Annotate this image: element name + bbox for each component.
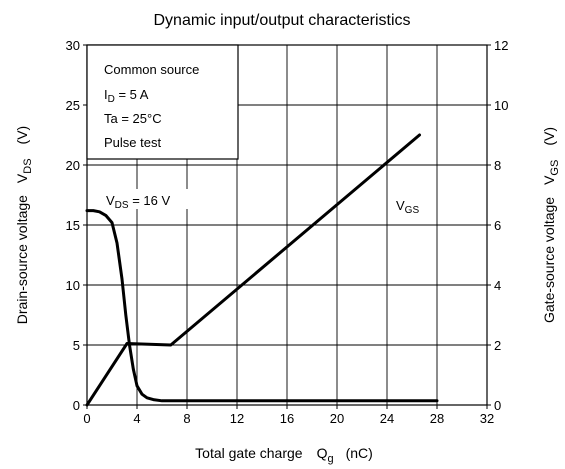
y-left-tick-label: 30 <box>66 38 80 53</box>
series-line-ds <box>85 209 439 403</box>
x-tick-label: 24 <box>380 411 394 426</box>
x-tick-label: 28 <box>430 411 444 426</box>
x-axis-label: Total gate charge Qg (nC) <box>195 445 373 465</box>
y-right-tick-label: 0 <box>494 398 501 413</box>
y-right-axis-label: Gate-source voltageVGS(V) <box>541 127 561 323</box>
y-right-tick-label: 6 <box>494 218 501 233</box>
series-label-vgs: VGS <box>396 198 419 216</box>
x-tick-label: 0 <box>83 411 90 426</box>
y-left-axis-label: Drain-source voltageVDS(V) <box>14 126 34 324</box>
y-right-tick-label: 12 <box>494 38 508 53</box>
condition-temperature: Ta = 25°C <box>104 111 162 126</box>
y-left-tick-label: 5 <box>73 338 80 353</box>
x-tick-label: 16 <box>280 411 294 426</box>
y-left-tick-label: 20 <box>66 158 80 173</box>
y-right-tick-label: 2 <box>494 338 501 353</box>
condition-drain-current: ID = 5 A <box>104 87 149 105</box>
y-left-axis-ticks: 0 5 10 15 20 25 30 <box>66 38 87 413</box>
series-line-gs <box>85 133 421 407</box>
y-left-tick-label: 25 <box>66 98 80 113</box>
y-right-axis-ticks: 0 2 4 6 8 10 12 <box>487 38 508 413</box>
x-tick-label: 12 <box>230 411 244 426</box>
y-right-tick-label: 10 <box>494 98 508 113</box>
condition-pulse-test: Pulse test <box>104 135 161 150</box>
y-left-tick-label: 0 <box>73 398 80 413</box>
y-right-tick-label: 8 <box>494 158 501 173</box>
y-right-tick-label: 4 <box>494 278 501 293</box>
x-tick-label: 32 <box>480 411 494 426</box>
conditions-box <box>86 44 239 160</box>
x-tick-label: 20 <box>330 411 344 426</box>
chart-title: Dynamic input/output characteristics <box>154 12 411 29</box>
series-label-vds: VDS = 16 V <box>106 193 170 211</box>
x-tick-label: 8 <box>183 411 190 426</box>
y-left-tick-label: 10 <box>66 278 80 293</box>
condition-common-source: Common source <box>104 62 199 77</box>
x-axis-ticks: 0 4 8 12 16 20 24 28 32 <box>83 405 494 426</box>
y-left-tick-label: 15 <box>66 218 80 233</box>
vds-label-background <box>101 189 198 209</box>
x-tick-label: 4 <box>133 411 140 426</box>
series-layer <box>85 133 439 407</box>
